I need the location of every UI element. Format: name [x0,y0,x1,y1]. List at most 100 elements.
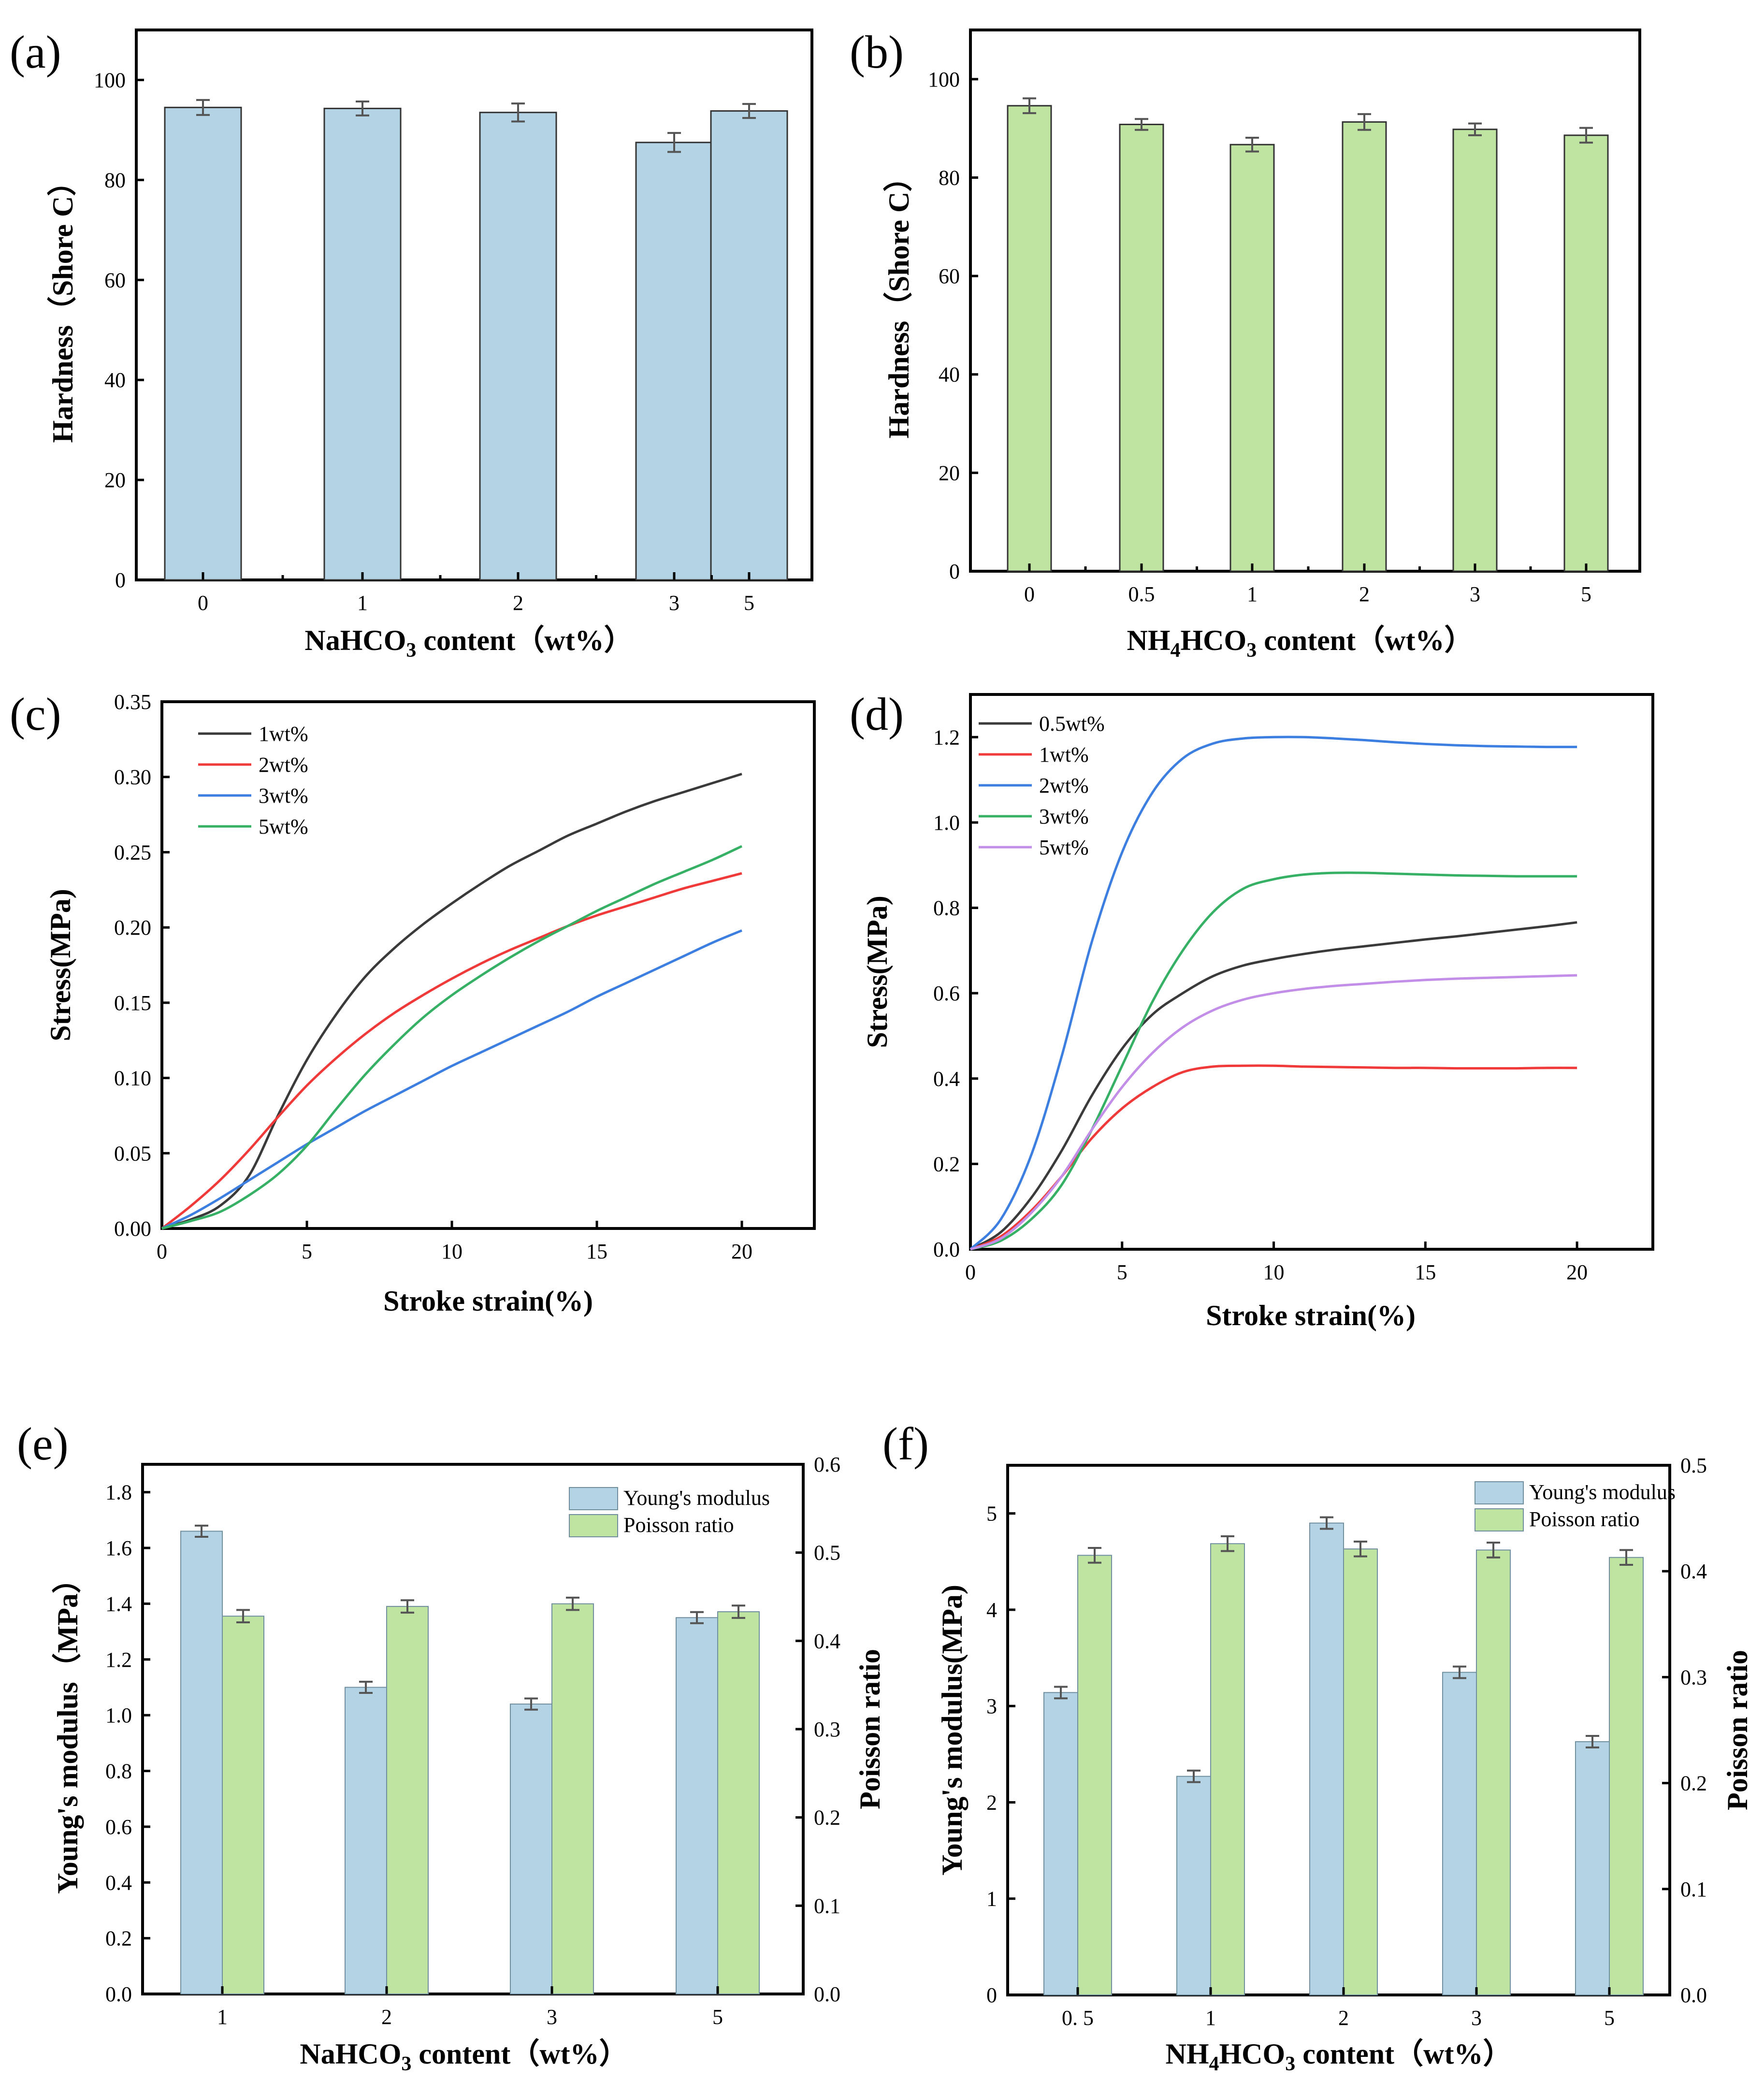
panel-f-x-ticks: 0. 5 1 2 3 5 [1062,1987,1615,2030]
series-line-5wt% [161,845,743,1230]
panel-b-frame [969,29,1641,573]
bar [1452,129,1498,572]
legend-label: Young's modulus [623,1486,770,1510]
youngs-modulus-bar [1043,1692,1078,1996]
poisson-ratio-bar [1609,1557,1644,1996]
panel-f-legend: Young's modulus Poisson ratio [1475,1480,1676,1531]
e-y2ticks-tick-label: 0.6 [814,1453,840,1476]
panel-d-legend: 0.5wt% 1wt% 2wt% 3wt% 5wt% [979,712,1105,859]
bar [1119,123,1164,572]
panel-e-x-ticks: 1 2 3 5 [217,1986,723,2029]
panel-c-legend: 1wt% 2wt% 3wt% 5wt% [198,722,308,838]
youngs-modulus-bar [1309,1522,1344,1996]
b-yticks-tick-label: 80 [939,166,960,189]
x-tick-label: 10 [1263,1260,1285,1284]
panel-c-lines [161,773,743,1230]
youngs-modulus-bar [676,1617,718,1994]
youngs-modulus-bar [1442,1672,1477,1995]
x-tick-label: 3 [1471,2006,1482,2030]
youngs-modulus-bar [1176,1776,1211,1995]
legend-label: Poisson ratio [623,1513,734,1537]
series-line-3wt% [970,871,1577,1251]
e-yticks-tick-label: 0.8 [105,1760,132,1783]
x-tick-label: 1 [217,2005,228,2029]
panel-e: (e) 0.00.20.40.60.81.01.21.41.61.8 0.00.… [17,1418,886,2075]
a-yticks-tick-label: 60 [104,268,126,292]
x-tick-label: 0 [965,1260,976,1284]
panel-a: (a) 0 20 40 60 80 100 0 1 2 3 5 Hardness（Shore C）… [10,26,813,662]
legend-swatch [1475,1508,1524,1531]
x-tick-label: 5 [1604,2006,1615,2030]
panel-e-y2-axis-title: Poisson ratio [854,1649,886,1809]
f-yticks-tick-label: 1 [986,1887,997,1911]
panel-f-y2-ticks: 0.0 0.1 0.2 0.3 0.4 0.5 [1662,1454,1707,2007]
c-yticks-tick-label: 0.05 [114,1141,151,1165]
e-y2ticks-tick-label: 0.2 [814,1806,840,1830]
panel-c-x-axis-title: Stroke strain(%) [383,1285,593,1317]
panel-e-x-axis-title: NaHCO3 content（wt%） [300,2037,628,2075]
b-yticks-tick-label: 20 [939,461,960,485]
panel-c-x-ticks: 0 5 10 15 20 [157,1221,752,1263]
x-tick-label: 1 [1205,2006,1216,2030]
c-yticks-tick-label: 0.35 [114,690,151,714]
bar [1563,134,1609,572]
series-line-2wt% [161,872,742,1229]
e-y2ticks-tick-label: 0.4 [814,1629,840,1653]
e-y2ticks-tick-label: 0.0 [814,1982,840,2006]
legend-label: 1wt% [1039,743,1089,766]
legend-label: 2wt% [259,753,308,777]
panel-e-y2-ticks: 0.0 0.1 0.2 0.3 0.4 0.5 0.6 [795,1453,840,2006]
x-tick-label: 2 [381,2005,392,2029]
youngs-modulus-bar [510,1704,552,1994]
legend-label: 0.5wt% [1039,712,1105,736]
panel-a-x-axis-title: NaHCO3 content（wt%） [304,624,633,662]
f-yticks-tick-label: 5 [986,1502,997,1526]
x-tick-label: 0 [198,591,208,615]
bar [164,106,242,581]
panel-d-label: (d) [850,688,904,740]
bar [1007,105,1052,572]
series-line-1wt% [970,1064,1577,1251]
x-tick-label: 3 [547,2005,557,2029]
x-tick-label: 15 [586,1240,607,1263]
panel-d-x-ticks: 0 5 10 15 20 [965,1242,1588,1284]
x-tick-label: 5 [712,2005,723,2029]
bar [479,112,557,581]
poisson-ratio-bar [1476,1549,1511,1996]
panel-f-x-axis-title: NH4HCO3 content（wt%） [1166,2037,1512,2075]
panel-d-lines [969,736,1577,1251]
e-yticks-tick-label: 1.4 [105,1592,132,1616]
x-tick-label: 0 [1024,582,1035,606]
poisson-ratio-bar [222,1616,264,1995]
panel-b-y-axis-title: Hardness（Shore C） [882,163,915,439]
f-y2ticks-tick-label: 0.5 [1680,1454,1707,1477]
e-yticks-tick-label: 0.2 [105,1927,132,1950]
series-line-3wt% [161,929,742,1230]
bar [1342,121,1387,572]
panel-d: (d) 0.0 0.2 0.4 0.6 0.8 1.0 1.2 0 5 10 15 20 0.5wt… [850,688,1654,1331]
d-yticks-tick-label: 0.8 [933,896,960,920]
poisson-ratio-bar [717,1611,760,1994]
x-tick-label: 10 [441,1240,463,1263]
legend-swatch [569,1487,618,1510]
e-yticks-tick-label: 1.8 [105,1481,132,1504]
x-tick-label: 5 [302,1240,312,1263]
x-tick-label: 0. 5 [1062,2006,1094,2030]
legend-label: 5wt% [1039,836,1089,859]
bar [710,110,788,581]
e-yticks-tick-label: 1.0 [105,1704,132,1727]
legend-label: Young's modulus [1529,1480,1676,1504]
e-yticks-tick-label: 0.4 [105,1871,132,1894]
youngs-modulus-bar [345,1687,387,1994]
youngs-modulus-bar [180,1531,223,1995]
panel-c-frame [160,700,816,1230]
x-tick-label: 3 [669,591,680,615]
a-yticks-tick-label: 80 [104,168,126,192]
legend-label: 5wt% [259,815,308,838]
series-line-5wt% [970,974,1577,1251]
poisson-ratio-bar [1210,1543,1245,1995]
panel-e-y-axis-title: Young's modulus（MPa） [51,1564,84,1894]
f-yticks-tick-label: 2 [986,1791,997,1814]
a-yticks-tick-label: 40 [104,368,126,392]
